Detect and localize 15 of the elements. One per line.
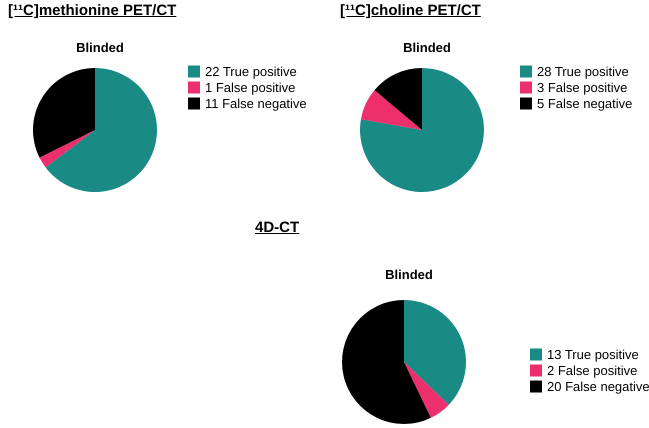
legend-label: 28 True positive: [537, 64, 629, 79]
legend-label: 13 True positive: [547, 347, 639, 362]
chart-subtitle: Blinded: [403, 40, 451, 55]
legend-label: 2 False positive: [547, 363, 638, 378]
chart-subtitle: Blinded: [76, 40, 124, 55]
legend-label: 5 False negative: [537, 96, 632, 111]
chart-title: 4D-CT: [255, 219, 300, 236]
chart-subtitle: Blinded: [385, 267, 433, 282]
legend-label: 1 False positive: [205, 80, 296, 95]
legend-label: 20 False negative: [547, 379, 649, 394]
chart-title: [¹¹C]methionine PET/CT: [8, 2, 176, 19]
chart-title: [¹¹C]choline PET/CT: [340, 2, 481, 19]
legend-label: 3 False positive: [537, 80, 628, 95]
legend-label: 11 False negative: [205, 96, 307, 111]
legend-label: 22 True positive: [205, 64, 297, 79]
